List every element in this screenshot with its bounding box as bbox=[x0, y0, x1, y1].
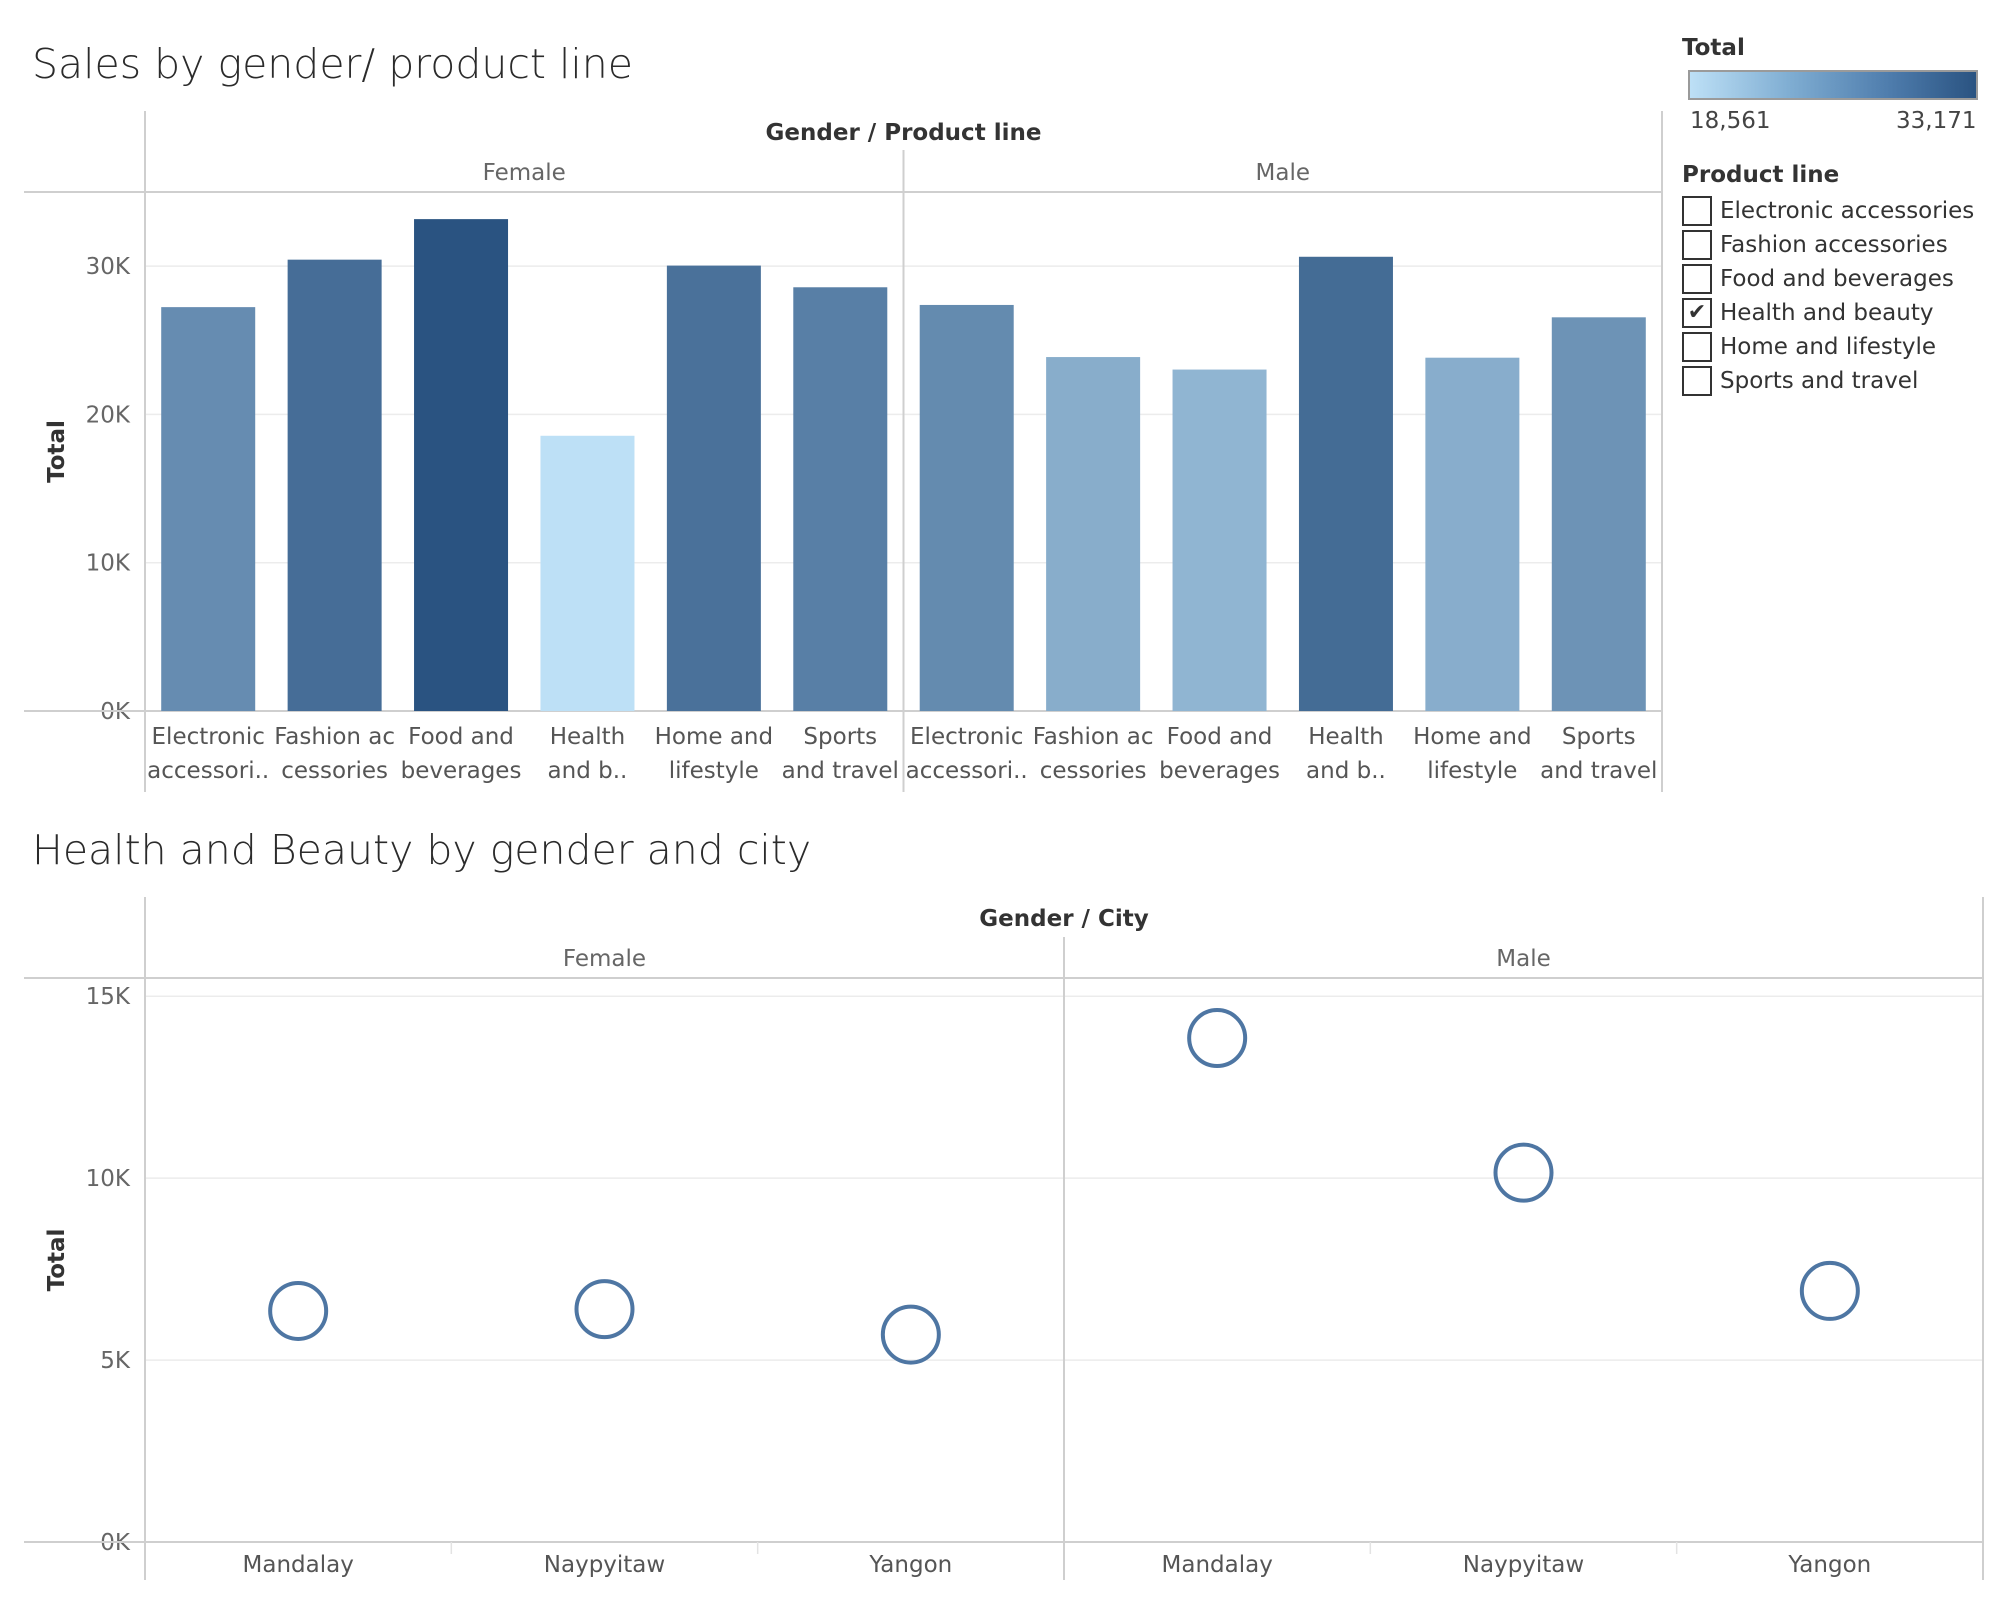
x-tick-label: cessories bbox=[281, 758, 388, 784]
x-tick-label: lifestyle bbox=[669, 758, 759, 784]
bar bbox=[1551, 317, 1646, 711]
x-tick-label: Mandalay bbox=[243, 1552, 354, 1578]
bar bbox=[919, 304, 1014, 711]
group-label: Male bbox=[1256, 160, 1310, 186]
product-line-filter-title: Product line bbox=[1682, 162, 1840, 188]
y-tick-label: 20K bbox=[86, 402, 131, 428]
x-tick-label: Sports bbox=[1562, 724, 1636, 750]
bar bbox=[1172, 369, 1267, 711]
filter-item-health-and-beauty[interactable]: ✔ Health and beauty bbox=[1682, 296, 1974, 330]
group-label: Male bbox=[1496, 946, 1550, 972]
filter-item-label: Home and lifestyle bbox=[1720, 334, 1936, 360]
filter-item-label: Fashion accessories bbox=[1720, 232, 1948, 258]
x-tick-label: accessori.. bbox=[906, 758, 1028, 784]
filter-item-label: Sports and travel bbox=[1720, 368, 1919, 394]
data-point bbox=[1493, 1142, 1554, 1203]
x-tick-label: Fashion ac bbox=[1033, 724, 1154, 750]
checkbox[interactable] bbox=[1682, 264, 1712, 294]
x-tick-label: Electronic bbox=[152, 724, 265, 750]
header-label: Gender / Product line bbox=[766, 120, 1042, 146]
bar bbox=[1298, 256, 1393, 711]
x-tick-label: Home and bbox=[655, 724, 774, 750]
y-tick-label: 15K bbox=[86, 984, 131, 1010]
filter-item-electronic-accessories[interactable]: Electronic accessories bbox=[1682, 194, 1974, 228]
y-tick-label: 5K bbox=[100, 1348, 131, 1374]
y-tick-label: 10K bbox=[86, 1166, 131, 1192]
bar bbox=[1425, 357, 1520, 711]
x-tick-label: and travel bbox=[1540, 758, 1657, 784]
check-icon: ✔ bbox=[1687, 300, 1707, 325]
bar bbox=[666, 265, 761, 711]
x-tick-label: and travel bbox=[782, 758, 899, 784]
bar bbox=[414, 219, 509, 711]
x-tick-label: lifestyle bbox=[1427, 758, 1517, 784]
filter-item-label: Food and beverages bbox=[1720, 266, 1954, 292]
y-tick-label: 10K bbox=[86, 551, 131, 577]
bar bbox=[793, 287, 888, 711]
color-legend-min: 18,561 bbox=[1690, 108, 1771, 134]
x-tick-label: Home and bbox=[1413, 724, 1532, 750]
x-tick-label: beverages bbox=[401, 758, 522, 784]
y-axis-label: Total bbox=[44, 1229, 70, 1292]
color-legend-gradient bbox=[1688, 70, 1978, 100]
x-tick-label: Food and bbox=[1167, 724, 1273, 750]
y-axis-label: Total bbox=[44, 420, 70, 483]
filter-item-fashion-accessories[interactable]: Fashion accessories bbox=[1682, 228, 1974, 262]
color-legend-max: 33,171 bbox=[1896, 108, 1977, 134]
top-chart-title: Sales by gender/ product line bbox=[32, 40, 633, 88]
bar bbox=[287, 259, 382, 711]
bottom-chart-title: Health and Beauty by gender and city bbox=[32, 826, 812, 874]
x-tick-label: Health bbox=[1308, 724, 1384, 750]
product-line-filter: Electronic accessories Fashion accessori… bbox=[1682, 194, 1974, 398]
x-tick-label: Naypyitaw bbox=[544, 1552, 665, 1578]
x-tick-label: and b.. bbox=[1306, 758, 1386, 784]
x-tick-label: Food and bbox=[408, 724, 514, 750]
checkbox[interactable] bbox=[1682, 332, 1712, 362]
x-tick-label: Electronic bbox=[910, 724, 1023, 750]
filter-item-food-and-beverages[interactable]: Food and beverages bbox=[1682, 262, 1974, 296]
bar bbox=[540, 435, 635, 711]
checkbox-checked[interactable]: ✔ bbox=[1682, 298, 1712, 328]
filter-item-label: Electronic accessories bbox=[1720, 198, 1975, 224]
x-tick-label: accessori.. bbox=[147, 758, 269, 784]
checkbox[interactable] bbox=[1682, 196, 1712, 226]
x-tick-label: Health bbox=[550, 724, 626, 750]
bar bbox=[1046, 357, 1141, 711]
x-tick-label: Yangon bbox=[1787, 1552, 1871, 1578]
data-point bbox=[880, 1304, 941, 1365]
group-label: Female bbox=[483, 160, 566, 186]
x-tick-label: Naypyitaw bbox=[1463, 1552, 1584, 1578]
data-point bbox=[1799, 1260, 1860, 1321]
checkbox[interactable] bbox=[1682, 366, 1712, 396]
x-tick-label: and b.. bbox=[548, 758, 628, 784]
x-tick-label: Mandalay bbox=[1162, 1552, 1273, 1578]
data-point bbox=[1187, 1008, 1248, 1069]
x-tick-label: Yangon bbox=[868, 1552, 952, 1578]
filter-item-home-and-lifestyle[interactable]: Home and lifestyle bbox=[1682, 330, 1974, 364]
data-point bbox=[268, 1280, 329, 1341]
x-tick-label: Fashion ac bbox=[274, 724, 395, 750]
x-tick-label: Sports bbox=[803, 724, 877, 750]
filter-item-sports-and-travel[interactable]: Sports and travel bbox=[1682, 364, 1974, 398]
filter-item-label: Health and beauty bbox=[1720, 300, 1934, 326]
group-label: Female bbox=[563, 946, 646, 972]
color-legend-title: Total bbox=[1682, 35, 1745, 61]
checkbox[interactable] bbox=[1682, 230, 1712, 260]
bar bbox=[161, 307, 256, 711]
x-tick-label: cessories bbox=[1040, 758, 1147, 784]
y-tick-label: 30K bbox=[86, 254, 131, 280]
data-point bbox=[574, 1279, 635, 1340]
x-tick-label: beverages bbox=[1159, 758, 1280, 784]
header-label: Gender / City bbox=[979, 906, 1148, 932]
